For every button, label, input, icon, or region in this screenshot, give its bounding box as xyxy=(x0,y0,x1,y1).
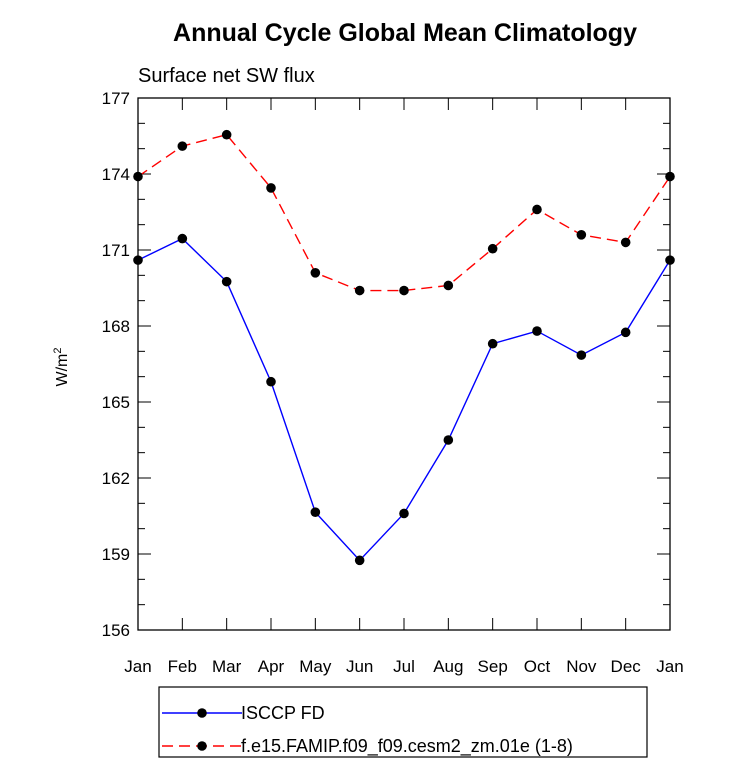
y-tick-label: 159 xyxy=(102,545,130,564)
y-tick-label: 162 xyxy=(102,469,130,488)
series-1-point xyxy=(221,276,232,287)
series-2-point xyxy=(177,141,188,151)
y-tick-label: 174 xyxy=(102,165,130,184)
x-tick-label: Jan xyxy=(656,657,683,676)
x-tick-label: Jan xyxy=(124,657,151,676)
y-tick-label: 171 xyxy=(102,241,130,260)
series-2-point xyxy=(532,204,542,215)
legend-marker-2 xyxy=(197,741,207,751)
x-tick-label: Jun xyxy=(346,657,373,676)
series-1-point xyxy=(576,350,587,360)
x-tick-label: Oct xyxy=(524,657,551,676)
series-1-point xyxy=(310,507,321,517)
legend-label-2: f.e15.FAMIP.f09_f09.cesm2_zm.01e (1-8) xyxy=(241,736,573,757)
series-2-point xyxy=(576,230,587,240)
series-1-point xyxy=(487,338,498,349)
x-tick-label: May xyxy=(299,657,332,676)
series-1-point xyxy=(133,255,143,265)
x-tick-label: Dec xyxy=(611,657,642,676)
series-2-point xyxy=(221,129,232,140)
x-tick-label: Jul xyxy=(393,657,415,676)
legend-label-1: ISCCP FD xyxy=(241,703,325,723)
series-1-point xyxy=(177,233,188,244)
series-line-2 xyxy=(137,133,671,292)
x-tick-label: Mar xyxy=(212,657,242,676)
y-tick-label: 168 xyxy=(102,317,130,336)
x-tick-label: Aug xyxy=(433,657,463,676)
chart-subtitle: Surface net SW flux xyxy=(138,65,315,87)
plot-frame xyxy=(137,97,671,631)
x-tick-label: Sep xyxy=(478,657,508,676)
series-1-point xyxy=(620,327,631,338)
series-2-point xyxy=(399,285,409,296)
series-1-point xyxy=(266,376,276,387)
series-2-point xyxy=(443,280,454,291)
series-1-point xyxy=(443,435,454,445)
x-tick-label: Nov xyxy=(566,657,597,676)
y-axis-label-unit: W/m xyxy=(54,354,71,387)
x-tick-label: Feb xyxy=(168,657,197,676)
x-tick-label: Apr xyxy=(258,657,285,676)
legend-marker-1 xyxy=(197,708,207,718)
y-axis-label: W/m2 xyxy=(52,348,71,387)
legend: ISCCP FD f.e15.FAMIP.f09_f09.cesm2_zm.01e… xyxy=(158,686,648,758)
series-2-point xyxy=(310,268,321,278)
y-tick-label: 165 xyxy=(102,393,130,412)
series-1-point xyxy=(532,326,542,336)
series-2-point xyxy=(487,243,498,254)
y-tick-label: 177 xyxy=(102,89,130,108)
series-2-point xyxy=(133,171,143,182)
chart-title: Annual Cycle Global Mean Climatology xyxy=(173,19,637,47)
series-1-point xyxy=(665,255,675,265)
series-1-point xyxy=(354,555,365,566)
series-1-point xyxy=(399,508,409,519)
series-2-point xyxy=(354,285,365,296)
plot-area: 156 159 162 165 168 171 174 177 Jan Feb Mar Apr May J… xyxy=(102,89,684,676)
series-2-point xyxy=(665,171,675,182)
series-2-point xyxy=(266,183,276,193)
y-tick-label: 156 xyxy=(102,621,130,640)
series-2-point xyxy=(620,237,631,248)
y-axis-label-superscript: 2 xyxy=(52,348,64,354)
